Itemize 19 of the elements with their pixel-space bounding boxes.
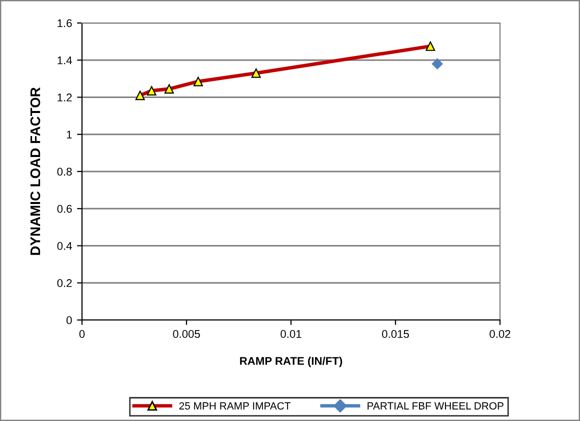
x-tick-label: 0.01 — [280, 330, 302, 338]
y-tick-label: 1 — [66, 130, 72, 138]
y-axis-title: DYNAMIC LOAD FACTOR — [30, 87, 40, 255]
y-tick-label: 0.2 — [57, 279, 72, 288]
y-tick-label: 0.8 — [57, 168, 72, 176]
y-tick-label: 0.6 — [57, 204, 72, 213]
y-tick-label: 0 — [66, 316, 72, 324]
point — [432, 58, 443, 70]
y-tick-label: 1.4 — [58, 56, 72, 64]
x-tick-label: 0.015 — [382, 330, 409, 338]
y-tick-label: 0.4 — [57, 242, 72, 250]
x-tick-label: 0.005 — [173, 330, 200, 338]
x-tick-label: 0.02 — [490, 330, 510, 338]
y-tick-label: 1.6 — [58, 19, 72, 28]
x-axis-title: RAMP RATE (IN/FT) — [240, 356, 342, 368]
y-tick-label: 1.2 — [58, 94, 72, 102]
legend-label: PARTIAL FBF WHEEL DROP — [368, 402, 504, 410]
legend-label: 25 MPH RAMP IMPACT — [179, 402, 291, 410]
x-tick-label: 0 — [79, 330, 85, 338]
